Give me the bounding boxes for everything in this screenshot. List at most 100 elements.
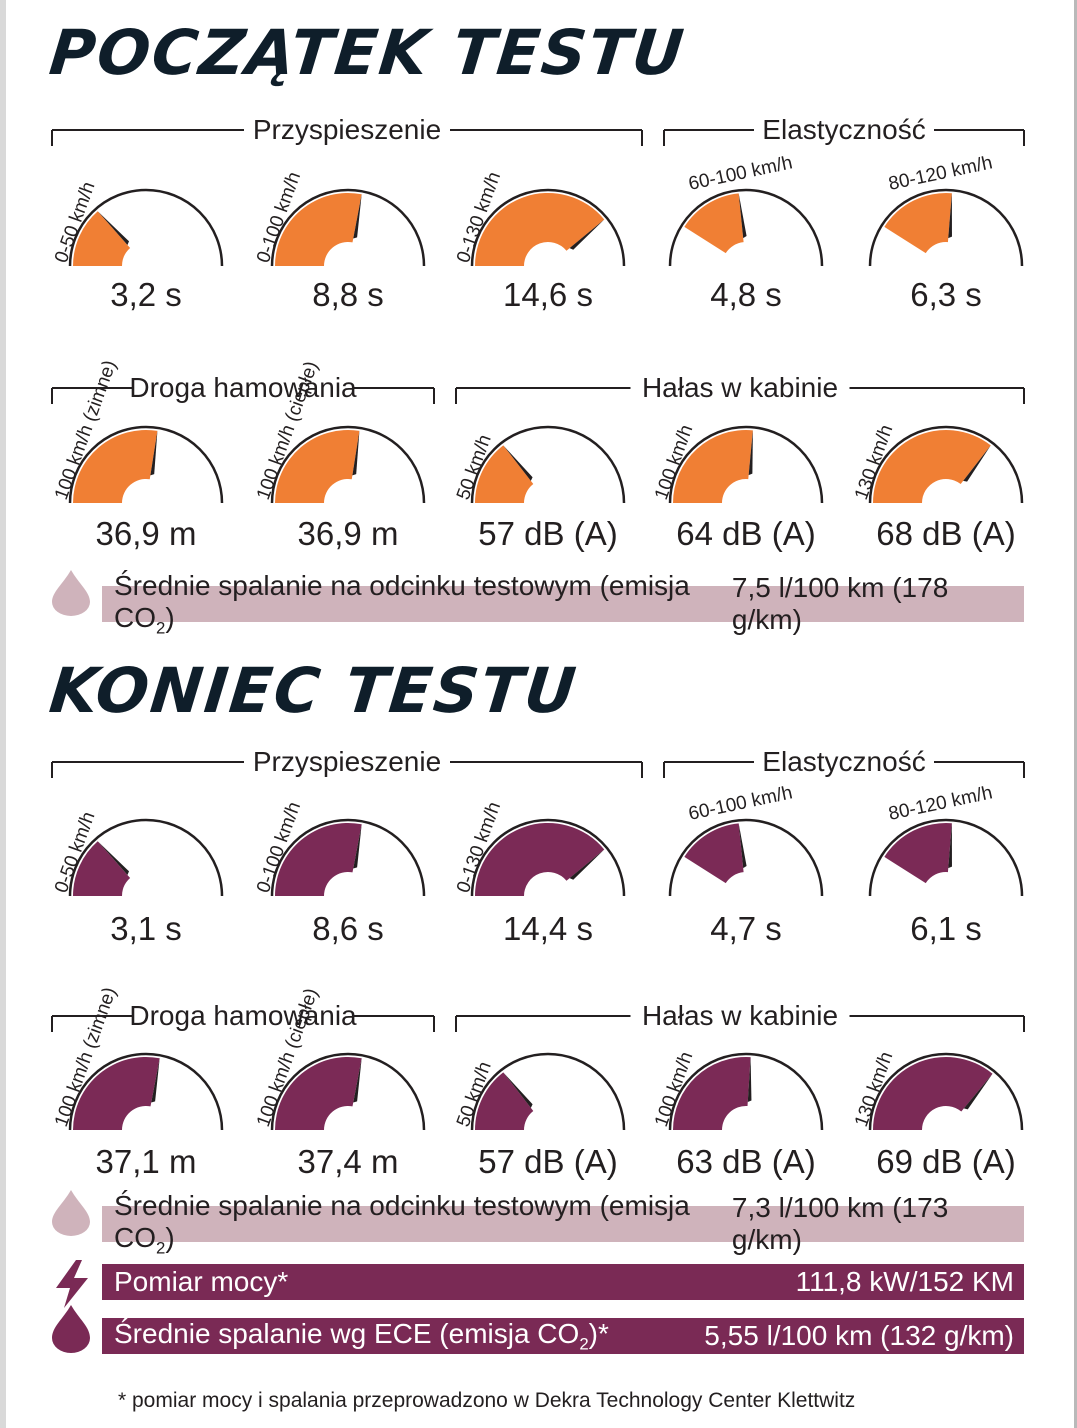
- avg-consumption-value-end: 7,3 l/100 km (173 g/km): [731, 1192, 949, 1255]
- gauge-0-1-dial: [270, 188, 426, 267]
- gauge-0-2-value: 14,6 s: [503, 276, 593, 313]
- gauge-0-7-needle: [503, 445, 533, 481]
- group-header-elasticity-0: Elastyczność: [762, 114, 925, 145]
- gauge-1-9-needle: [963, 1073, 993, 1110]
- gauge-0-5-fill: [73, 430, 158, 503]
- gauge-0-0-value: 3,2 s: [110, 276, 182, 313]
- footnote: * pomiar mocy i spalania przeprowadzono …: [118, 1389, 856, 1412]
- group-header-noise-1-bg: [630, 1004, 850, 1028]
- left-page-edge: [0, 0, 6, 1428]
- gauge-0-6-needle: [352, 430, 360, 476]
- group-header-acceleration-0-bg: [244, 118, 450, 142]
- gauge-1-2-fill: [475, 823, 605, 896]
- avg-consumption-bar-start: Średnie spalanie na odcinku testowym (em…: [102, 570, 1024, 637]
- gauge-1-4-needle: [948, 823, 952, 869]
- group-header-noise-0: Hałas w kabinie: [642, 372, 838, 403]
- ece-consumption-bar: Średnie spalanie wg ECE (emisja CO2)* 5,…: [102, 1318, 1024, 1354]
- gauge-0-9-value: 68 dB (A): [876, 515, 1015, 552]
- gauge-1-4-value: 6,1 s: [910, 910, 982, 947]
- gauge-0-5-dial: [68, 425, 224, 504]
- avg-consumption-value-start: 7,5 l/100 km (178 g/km): [731, 572, 949, 635]
- gauge-1-5-dial: [68, 1052, 224, 1131]
- gauge-0-1-fill: [275, 192, 362, 266]
- power-bar: Pomiar mocy* 111,8 kW/152 KM: [102, 1264, 1024, 1300]
- fuel-drop-icon: [52, 1305, 90, 1353]
- gauge-1-8-value: 63 dB (A): [676, 1143, 815, 1180]
- gauge-0-6-value: 36,9 m: [298, 515, 399, 552]
- gauge-0-7-value: 57 dB (A): [478, 515, 617, 552]
- gauge-1-4-fill: [884, 823, 952, 884]
- gauge-1-0-needle: [97, 841, 129, 875]
- gauge-0-2-fill: [475, 193, 605, 266]
- gauge-1-6-fill: [275, 1057, 362, 1130]
- gauge-1-1-fill: [275, 823, 362, 896]
- gauge-1-8-needle: [747, 1057, 752, 1103]
- gauge-0-1-needle: [353, 194, 362, 239]
- group-header-braking-1-bg: [133, 1004, 353, 1028]
- gauge-0-8-value: 64 dB (A): [676, 515, 815, 552]
- group-header-braking-1: Droga hamowania: [129, 1000, 357, 1031]
- gauge-1-3-value: 4,7 s: [710, 910, 782, 947]
- gauge-1-2-value: 14,4 s: [503, 910, 593, 947]
- gauge-0-0-fill: [73, 211, 131, 266]
- gauge-0-6-fill: [275, 430, 360, 503]
- group-header-elasticity-1-bg: [754, 750, 934, 774]
- gauge-0-9-dial: [868, 425, 1024, 504]
- gauge-1-6-dial: [270, 1052, 426, 1131]
- gauge-0-8-fill: [673, 429, 753, 503]
- gauge-0-7-fill: [475, 445, 534, 503]
- gauge-1-3-fill: [684, 823, 744, 884]
- group-header-acceleration-0: Przyspieszenie: [253, 114, 441, 145]
- gauge-0-9-needle: [963, 445, 991, 482]
- gauge-0-9-fill: [873, 430, 991, 503]
- gauge-1-1-needle: [353, 824, 362, 869]
- gauge-1-4-dial: [868, 818, 1024, 897]
- gauge-1-8-fill: [673, 1057, 751, 1130]
- gauge-1-6-value: 37,4 m: [298, 1143, 399, 1180]
- gauge-1-6-needle: [353, 1058, 362, 1103]
- right-page-edge: [1074, 0, 1077, 1428]
- gauge-1-0-value: 3,1 s: [110, 910, 182, 947]
- gauge-1-9-value: 69 dB (A): [876, 1143, 1015, 1180]
- gauge-0-4-needle: [948, 193, 952, 239]
- gauge-1-5-needle: [151, 1058, 160, 1103]
- gauge-0-5-needle: [150, 430, 158, 476]
- gauge-1-4-label: 80-120 km/h: [887, 782, 995, 825]
- group-header-elasticity-0-bg: [754, 118, 934, 142]
- gauge-1-9-fill: [873, 1057, 993, 1130]
- gauge-1-2-needle: [569, 849, 605, 880]
- gauge-1-3-dial: [668, 818, 824, 897]
- gauge-0-4-dial: [868, 188, 1024, 267]
- gauge-0-4-value: 6,3 s: [910, 276, 982, 313]
- gauge-1-7-dial: [470, 1052, 626, 1131]
- gauge-0-0-needle: [97, 211, 129, 245]
- gauge-1-8-dial: [668, 1052, 824, 1131]
- gauge-1-9-dial: [868, 1052, 1024, 1131]
- avg-consumption-bar-end: Średnie spalanie na odcinku testowym (em…: [102, 1190, 1024, 1257]
- avg-consumption-label-end: Średnie spalanie na odcinku testowym (em…: [114, 1189, 690, 1258]
- gauge-0-6-dial: [270, 425, 426, 504]
- ece-consumption-value: 5,55 l/100 km (132 g/km): [704, 1320, 1014, 1351]
- fuel-drop-icon-end: [52, 1190, 90, 1236]
- ece-consumption-label: Średnie spalanie wg ECE (emisja CO2)*: [114, 1317, 609, 1354]
- gauge-1-7-fill: [475, 1072, 534, 1130]
- gauge-0-4-label: 80-120 km/h: [887, 152, 995, 195]
- gauge-1-7-value: 57 dB (A): [478, 1143, 617, 1180]
- gauge-1-3-label: 60-100 km/h: [687, 782, 795, 825]
- gauge-1-5-value: 37,1 m: [96, 1143, 197, 1180]
- gauge-0-8-dial: [668, 425, 824, 504]
- gauge-1-1-dial: [270, 818, 426, 897]
- gauge-1-3-needle: [738, 823, 747, 869]
- gauge-1-2-dial: [470, 818, 626, 897]
- group-header-braking-0: Droga hamowania: [129, 372, 357, 403]
- gauge-0-1-value: 8,8 s: [312, 276, 384, 313]
- group-header-noise-1: Hałas w kabinie: [642, 1000, 838, 1031]
- gauge-1-1-value: 8,6 s: [312, 910, 384, 947]
- gauge-1-5-fill: [73, 1057, 160, 1130]
- gauge-0-3-dial: [668, 188, 824, 267]
- group-header-acceleration-1: Przyspieszenie: [253, 746, 441, 777]
- fuel-drop-icon-start: [52, 570, 90, 616]
- gauge-0-2-dial: [470, 188, 626, 267]
- gauge-0-3-fill: [684, 193, 744, 254]
